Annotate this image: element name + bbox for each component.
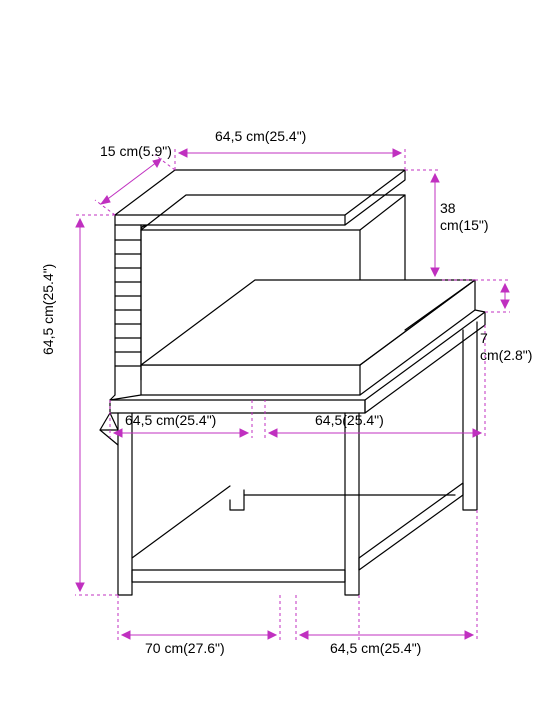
label-seat-width: 64,5(25.4") <box>315 412 384 428</box>
label-front-width: 64,5 cm(25.4") <box>330 640 421 656</box>
label-cushion-thickness: 7cm(2.8") <box>480 330 532 364</box>
label-top-width: 64,5 cm(25.4") <box>215 128 306 144</box>
chair-diagram-svg <box>0 0 540 720</box>
label-backrest-height: 38cm(15") <box>440 200 489 234</box>
label-seat-depth: 64,5 cm(25.4") <box>125 412 216 428</box>
diagram-canvas: 15 cm(5.9") 64,5 cm(25.4") 38cm(15") 64,… <box>0 0 540 720</box>
label-top-depth: 15 cm(5.9") <box>100 143 172 159</box>
label-front-depth: 70 cm(27.6") <box>145 640 225 656</box>
label-overall-height: 64,5 cm(25.4") <box>40 264 56 355</box>
